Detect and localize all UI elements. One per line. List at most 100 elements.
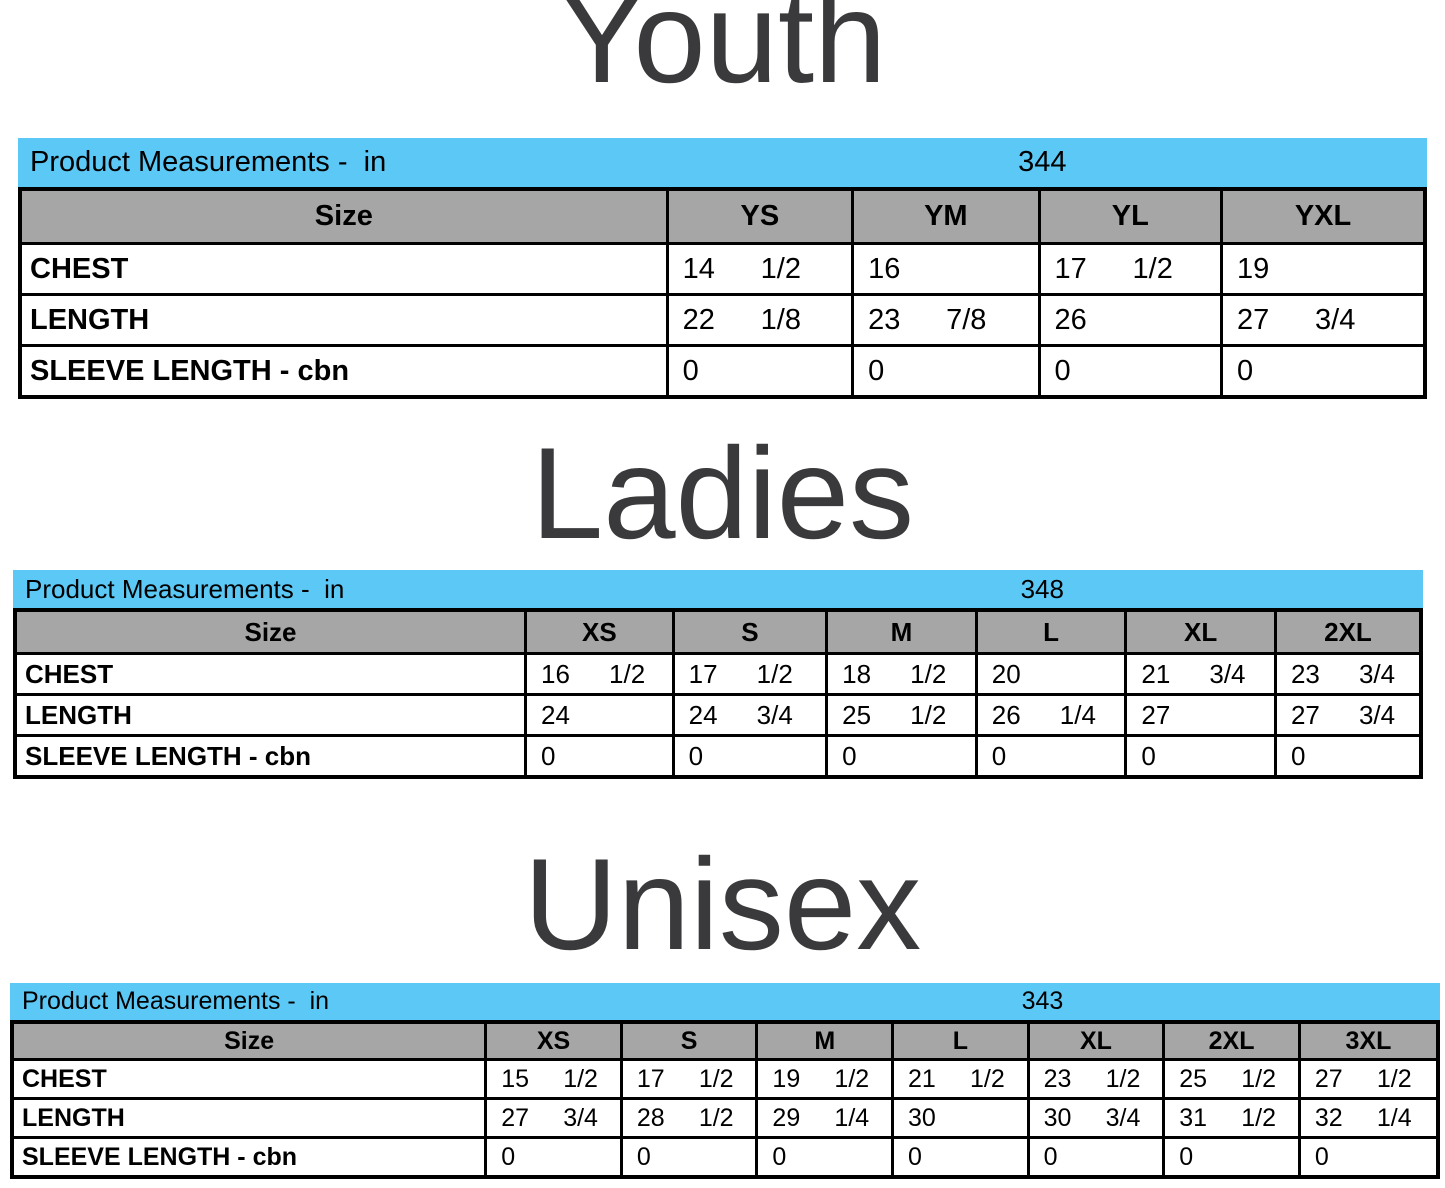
value-cell: 25 1/2 bbox=[1162, 1058, 1301, 1100]
value-cell: 0 bbox=[1297, 1136, 1440, 1179]
size-column-header: L bbox=[891, 1020, 1030, 1061]
value-cell: 23 7/8 bbox=[851, 293, 1041, 347]
value-cell: 27 3/4 bbox=[1220, 293, 1427, 347]
table-row: SLEEVE LENGTH - cbn 0 0 0 0 0 0 bbox=[13, 734, 1423, 779]
product-code: 348 bbox=[1020, 573, 1064, 604]
value-cell: 28 1/2 bbox=[619, 1097, 759, 1139]
value-cell: 26 bbox=[1037, 293, 1224, 347]
value-cell: 0 bbox=[1162, 1136, 1301, 1179]
value-cell: 16 bbox=[851, 242, 1041, 296]
table-row: CHEST 16 1/2 17 1/2 18 1/2 20 21 3/4 23 3/4 bbox=[13, 652, 1423, 696]
size-column-header: S bbox=[619, 1020, 759, 1061]
size-table: Size YS YM YL YXL CHEST 14 1/2 16 17 1/2 19 LENGTH 22… bbox=[18, 187, 1427, 399]
value-cell: 25 1/2 bbox=[825, 693, 978, 737]
size-column-header: XL bbox=[1026, 1020, 1166, 1061]
value-cell: 23 3/4 bbox=[1273, 652, 1423, 696]
band-label: Product Measurements - in bbox=[25, 573, 345, 604]
measurement-band: Product Measurements - in 343 bbox=[10, 983, 1440, 1020]
row-label-cell: SLEEVE LENGTH - cbn bbox=[13, 734, 528, 779]
value-cell: 30 3/4 bbox=[1026, 1097, 1166, 1139]
value-cell: 17 1/2 bbox=[1037, 242, 1224, 296]
size-column-header: M bbox=[755, 1020, 895, 1061]
measurement-band: Product Measurements - in 348 bbox=[13, 570, 1423, 608]
row-label-cell: SLEEVE LENGTH - cbn bbox=[10, 1136, 488, 1179]
value-cell: 22 1/8 bbox=[665, 293, 855, 347]
measurement-section-ladies: Product Measurements - in 348 Size XS S M L XL 2… bbox=[13, 570, 1423, 779]
measurement-section-unisex: Product Measurements - in 343 Size XS S M L XL 2… bbox=[10, 983, 1440, 1179]
size-table: Size XS S M L XL 2XL CHEST 16 1/2 17 1/2 18 1/2 20 21 3/… bbox=[13, 608, 1423, 779]
value-cell: 0 bbox=[671, 734, 829, 779]
row-label-cell: CHEST bbox=[13, 652, 528, 696]
value-cell: 27 1/2 bbox=[1297, 1058, 1440, 1100]
section-title-ladies: Ladies bbox=[530, 420, 915, 566]
value-cell: 19 bbox=[1220, 242, 1427, 296]
value-cell: 0 bbox=[524, 734, 675, 779]
value-cell: 0 bbox=[1273, 734, 1423, 779]
value-cell: 0 bbox=[1026, 1136, 1166, 1179]
value-cell: 0 bbox=[974, 734, 1128, 779]
value-cell: 0 bbox=[619, 1136, 759, 1179]
value-cell: 0 bbox=[484, 1136, 623, 1179]
size-table: Size XS S M L XL 2XL 3XL CHEST 15 1/2 17 1/2 19 1/2 21 1… bbox=[10, 1020, 1440, 1179]
value-cell: 27 3/4 bbox=[484, 1097, 623, 1139]
size-header-row: Size XS S M L XL 2XL bbox=[13, 608, 1423, 655]
row-label-cell: LENGTH bbox=[18, 293, 669, 347]
size-header-cell: Size bbox=[18, 187, 669, 245]
value-cell: 21 3/4 bbox=[1124, 652, 1277, 696]
value-cell: 32 1/4 bbox=[1297, 1097, 1440, 1139]
value-cell: 18 1/2 bbox=[825, 652, 978, 696]
table-row: LENGTH 27 3/4 28 1/2 29 1/4 30 30 3/4 31 1/2 32 1/4 bbox=[10, 1097, 1440, 1139]
size-header-row: Size XS S M L XL 2XL 3XL bbox=[10, 1020, 1440, 1061]
measurement-section-youth: Product Measurements - in 344 Size YS YM YL YX… bbox=[18, 138, 1427, 399]
product-code: 343 bbox=[1021, 987, 1064, 1015]
table-row: CHEST 14 1/2 16 17 1/2 19 bbox=[18, 242, 1427, 296]
value-cell: 27 3/4 bbox=[1273, 693, 1423, 737]
row-label-cell: CHEST bbox=[10, 1058, 488, 1100]
value-cell: 0 bbox=[825, 734, 978, 779]
value-cell: 24 3/4 bbox=[671, 693, 829, 737]
value-cell: 0 bbox=[1124, 734, 1277, 779]
size-column-header: XL bbox=[1124, 608, 1277, 655]
size-column-header: 2XL bbox=[1162, 1020, 1301, 1061]
size-column-header: XS bbox=[484, 1020, 623, 1061]
size-header-row: Size YS YM YL YXL bbox=[18, 187, 1427, 245]
table-row: LENGTH 24 24 3/4 25 1/2 26 1/4 27 27 3/4 bbox=[13, 693, 1423, 737]
value-cell: 23 1/2 bbox=[1026, 1058, 1166, 1100]
table-row: SLEEVE LENGTH - cbn 0 0 0 0 0 0 0 bbox=[10, 1136, 1440, 1179]
value-cell: 27 bbox=[1124, 693, 1277, 737]
size-column-header: L bbox=[974, 608, 1128, 655]
row-label-cell: LENGTH bbox=[13, 693, 528, 737]
section-title-unisex: Unisex bbox=[523, 831, 922, 977]
value-cell: 17 1/2 bbox=[671, 652, 829, 696]
value-cell: 0 bbox=[1037, 344, 1224, 399]
value-cell: 19 1/2 bbox=[755, 1058, 895, 1100]
value-cell: 0 bbox=[851, 344, 1041, 399]
product-code: 344 bbox=[1018, 146, 1067, 178]
row-label-cell: LENGTH bbox=[10, 1097, 488, 1139]
row-label-cell: SLEEVE LENGTH - cbn bbox=[18, 344, 669, 399]
value-cell: 15 1/2 bbox=[484, 1058, 623, 1100]
size-header-cell: Size bbox=[10, 1020, 488, 1061]
size-column-header: S bbox=[671, 608, 829, 655]
size-column-header: XS bbox=[524, 608, 675, 655]
value-cell: 0 bbox=[1220, 344, 1427, 399]
row-label-cell: CHEST bbox=[18, 242, 669, 296]
value-cell: 20 bbox=[974, 652, 1128, 696]
value-cell: 30 bbox=[891, 1097, 1030, 1139]
size-column-header: 2XL bbox=[1273, 608, 1423, 655]
value-cell: 0 bbox=[665, 344, 855, 399]
band-label: Product Measurements - in bbox=[22, 987, 330, 1015]
size-column-header: YM bbox=[851, 187, 1041, 245]
size-column-header: YS bbox=[665, 187, 855, 245]
section-title-youth: Youth bbox=[558, 0, 887, 110]
size-column-header: M bbox=[825, 608, 978, 655]
value-cell: 0 bbox=[891, 1136, 1030, 1179]
table-row: CHEST 15 1/2 17 1/2 19 1/2 21 1/2 23 1/2 25 1/2 27 1/2 bbox=[10, 1058, 1440, 1100]
table-row: LENGTH 22 1/8 23 7/8 26 27 3/4 bbox=[18, 293, 1427, 347]
value-cell: 14 1/2 bbox=[665, 242, 855, 296]
value-cell: 21 1/2 bbox=[891, 1058, 1030, 1100]
table-row: SLEEVE LENGTH - cbn 0 0 0 0 bbox=[18, 344, 1427, 399]
value-cell: 24 bbox=[524, 693, 675, 737]
value-cell: 29 1/4 bbox=[755, 1097, 895, 1139]
